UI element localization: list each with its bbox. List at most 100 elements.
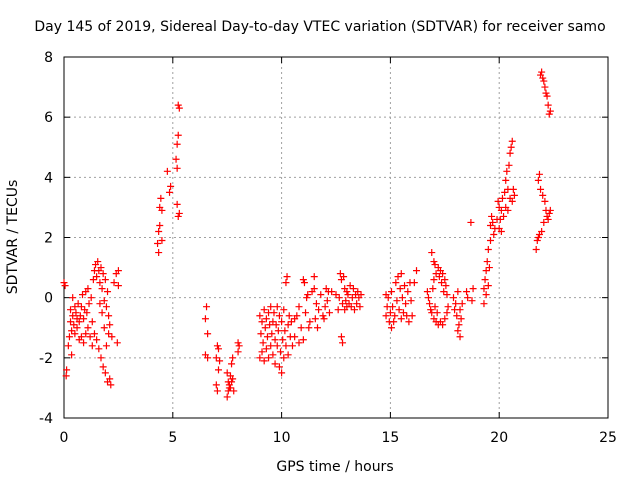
y-tick-label: 4 xyxy=(44,170,53,186)
data-point xyxy=(172,155,180,163)
data-point xyxy=(353,300,361,308)
data-point xyxy=(94,258,102,266)
data-point xyxy=(455,321,463,329)
data-point xyxy=(76,312,84,320)
data-point xyxy=(433,309,441,317)
data-point xyxy=(101,276,109,284)
data-point xyxy=(285,312,293,320)
data-point xyxy=(278,369,286,377)
data-point xyxy=(270,309,278,317)
data-point xyxy=(287,318,295,326)
data-point xyxy=(98,309,106,317)
data-point xyxy=(273,342,281,350)
data-point xyxy=(501,188,509,196)
data-point xyxy=(114,282,122,290)
data-point xyxy=(443,309,451,317)
data-point xyxy=(426,300,434,308)
data-point xyxy=(302,309,310,317)
data-point xyxy=(258,318,266,326)
y-tick-label: 0 xyxy=(44,291,53,307)
data-point xyxy=(88,342,96,350)
data-point xyxy=(77,333,85,341)
data-point xyxy=(259,339,267,347)
data-point xyxy=(392,279,400,287)
data-point xyxy=(454,327,462,335)
data-point xyxy=(173,140,181,148)
data-point xyxy=(467,218,475,226)
data-point xyxy=(282,279,290,287)
data-point xyxy=(279,336,287,344)
data-point xyxy=(441,315,449,323)
data-point xyxy=(545,209,553,217)
data-point xyxy=(342,297,350,305)
data-point xyxy=(386,309,394,317)
data-point xyxy=(269,318,277,326)
data-point xyxy=(439,270,447,278)
data-point xyxy=(538,68,546,76)
y-tick-label: 8 xyxy=(44,50,53,66)
data-point xyxy=(305,324,313,332)
data-point xyxy=(262,315,270,323)
y-tick-label: 2 xyxy=(44,231,53,247)
data-point xyxy=(97,264,105,272)
data-point xyxy=(317,291,325,299)
data-point xyxy=(71,303,79,311)
data-point xyxy=(204,354,212,362)
data-point xyxy=(304,291,312,299)
data-point xyxy=(283,273,291,281)
data-point xyxy=(544,101,552,109)
data-point xyxy=(275,363,283,371)
data-point xyxy=(312,300,320,308)
data-point xyxy=(214,345,222,353)
data-point xyxy=(497,227,505,235)
data-point xyxy=(325,309,333,317)
data-point xyxy=(484,246,492,254)
data-point xyxy=(407,297,415,305)
data-point xyxy=(439,321,447,329)
data-point xyxy=(97,354,105,362)
data-point xyxy=(402,300,410,308)
data-point xyxy=(173,200,181,208)
x-tick-label: 20 xyxy=(490,430,508,446)
data-point xyxy=(80,315,88,323)
data-point xyxy=(299,336,307,344)
data-point xyxy=(537,185,545,193)
data-point xyxy=(84,285,92,293)
data-point xyxy=(155,249,163,257)
data-point xyxy=(105,330,113,338)
data-point xyxy=(291,333,299,341)
data-point xyxy=(508,137,516,145)
data-point xyxy=(457,315,465,323)
data-point xyxy=(442,282,450,290)
data-point xyxy=(157,194,165,202)
data-point xyxy=(435,273,443,281)
data-point xyxy=(277,348,285,356)
data-point xyxy=(424,294,432,302)
data-point xyxy=(100,324,108,332)
data-point xyxy=(456,306,464,314)
data-point xyxy=(384,294,392,302)
data-point xyxy=(271,336,279,344)
data-point xyxy=(282,342,290,350)
data-point xyxy=(158,206,166,214)
data-point xyxy=(482,267,490,275)
data-point xyxy=(505,161,513,169)
data-point xyxy=(267,342,275,350)
data-point xyxy=(60,279,68,287)
data-point xyxy=(395,306,403,314)
y-axis-label: SDTVAR / TECUs xyxy=(5,180,21,295)
data-point xyxy=(280,354,288,362)
data-point xyxy=(268,330,276,338)
data-point xyxy=(71,330,79,338)
data-point xyxy=(95,345,103,353)
data-point xyxy=(458,300,466,308)
data-point xyxy=(540,77,548,85)
y-tick-label: 6 xyxy=(44,110,53,126)
data-point xyxy=(226,384,234,392)
data-point xyxy=(354,288,362,296)
data-point xyxy=(397,315,405,323)
data-point xyxy=(337,333,345,341)
data-point xyxy=(498,194,506,202)
data-point xyxy=(281,327,289,335)
data-point xyxy=(408,312,416,320)
